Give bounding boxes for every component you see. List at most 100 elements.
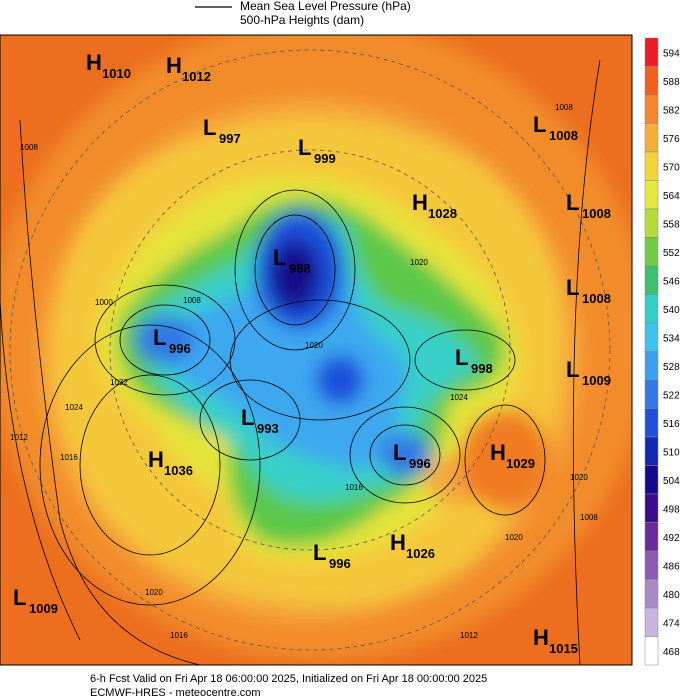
colorbar-swatch (644, 123, 659, 153)
colorbar-swatch (644, 408, 659, 438)
colorbar-tick-label: 468 (663, 647, 680, 658)
center-value: 997 (219, 131, 241, 146)
isobar-labels: 1008 1020 1008 1020 1024 1016 1020 1032 1024 1012… (10, 103, 598, 640)
colorbar-tick-label: 480 (663, 590, 680, 601)
center-value: 993 (257, 421, 279, 436)
colorbar-swatch (644, 436, 659, 466)
colorbar-swatch (644, 151, 659, 181)
center-type: L (313, 540, 326, 565)
colorbar-tick-label: 486 (663, 561, 680, 572)
colorbar-swatch (644, 180, 659, 210)
map-field (0, 35, 632, 665)
colorbar-tick-label: 570 (663, 162, 680, 173)
center-type: L (566, 357, 579, 382)
center-value: 1008 (549, 128, 578, 143)
isobar-label: 1016 (60, 453, 78, 462)
center-value: 1008 (582, 291, 611, 306)
isobar-label: 1032 (110, 378, 128, 387)
center-value: 988 (289, 261, 311, 276)
colorbar-swatch (644, 265, 659, 295)
legend-label: Mean Sea Level Pressure (hPa) (240, 0, 411, 13)
center-type: H (166, 53, 182, 78)
isobar-label: 1012 (460, 631, 478, 640)
footer-text: ECMWF-HRES - meteocentre.com (90, 687, 261, 699)
isobar-label: 1012 (10, 433, 28, 442)
center-type: L (566, 190, 579, 215)
colorbar-tick-label: 510 (663, 447, 680, 458)
center-type: L (241, 405, 254, 430)
colorbar-tick-label: 552 (663, 248, 680, 259)
isobar-label: 1016 (170, 631, 188, 640)
center-value: 1012 (182, 69, 211, 84)
colorbar-swatch (644, 607, 659, 637)
center-value: 996 (329, 556, 351, 571)
colorbar-tick-label: 498 (663, 504, 680, 515)
legend-label: 500-hPa Heights (dam) (240, 13, 364, 27)
colorbar-swatch (644, 237, 659, 267)
center-type: H (86, 50, 102, 75)
colorbar-tick-label: 540 (663, 305, 680, 316)
center-value: 996 (409, 456, 431, 471)
isobar-label: 1020 (305, 341, 323, 350)
center-type: L (393, 440, 406, 465)
center-type: L (203, 115, 216, 140)
center-type: H (533, 625, 549, 650)
colorbar-swatch (644, 550, 659, 580)
center-value: 996 (169, 341, 191, 356)
colorbar-tick-label: 474 (663, 618, 680, 629)
center-value: 1009 (582, 373, 611, 388)
isobar-label: 1020 (570, 473, 588, 482)
colorbar-swatch (644, 351, 659, 381)
colorbar-tick-label: 534 (663, 333, 680, 344)
colorbar-swatch (644, 465, 659, 495)
isobar-label: 1008 (580, 513, 598, 522)
colorbar-swatch (644, 322, 659, 352)
center-type: L (533, 112, 546, 137)
colorbar-tick-label: 576 (663, 134, 680, 145)
colorbar-tick-label: 594 (663, 48, 680, 59)
isobar-label: 1008 (183, 296, 201, 305)
colorbar-swatch (644, 379, 659, 409)
center-value: 1026 (406, 546, 435, 561)
colorbar-swatch (644, 208, 659, 238)
center-value: 1010 (102, 66, 131, 81)
isobar-label: 1020 (410, 258, 428, 267)
colorbar-swatch (644, 66, 659, 96)
isobar-label: 1024 (450, 393, 468, 402)
colorbar-swatch (644, 493, 659, 523)
colorbar-swatch (644, 579, 659, 609)
colorbar-swatch (644, 636, 659, 666)
center-value: 1028 (428, 206, 457, 221)
center-type: H (490, 440, 506, 465)
colorbar-tick-label: 582 (663, 105, 680, 116)
colorbar-swatch (644, 37, 659, 67)
isobar-label: 1008 (555, 103, 573, 112)
center-type: H (148, 447, 164, 472)
center-type: H (412, 190, 428, 215)
center-type: H (390, 530, 406, 555)
center-type: L (298, 135, 311, 160)
colorbar-tick-label: 516 (663, 419, 680, 430)
colorbar-tick-label: 546 (663, 276, 680, 287)
center-type: L (13, 585, 26, 610)
center-type: L (455, 345, 468, 370)
colorbar-tick-label: 558 (663, 219, 680, 230)
colorbar-tick-label: 522 (663, 390, 680, 401)
colorbar-swatch (644, 94, 659, 124)
colorbar-tick-label: 564 (663, 191, 680, 202)
center-type: L (273, 245, 286, 270)
colorbar-swatch (644, 522, 659, 552)
isobar-label: 1016 (345, 483, 363, 492)
isobar-label: 1008 (20, 143, 38, 152)
colorbar-swatch (644, 294, 659, 324)
center-value: 999 (314, 151, 336, 166)
colorbar-tick-label: 492 (663, 533, 680, 544)
isobar-label: 1020 (505, 533, 523, 542)
colorbar-tick-label: 504 (663, 476, 680, 487)
colorbar: 594 588 582 576 570 564 558 552 546 540 534 528 522 5… (644, 37, 680, 666)
center-type: L (153, 325, 166, 350)
isobar-label: 1024 (65, 403, 83, 412)
isobar-label: 1020 (145, 588, 163, 597)
